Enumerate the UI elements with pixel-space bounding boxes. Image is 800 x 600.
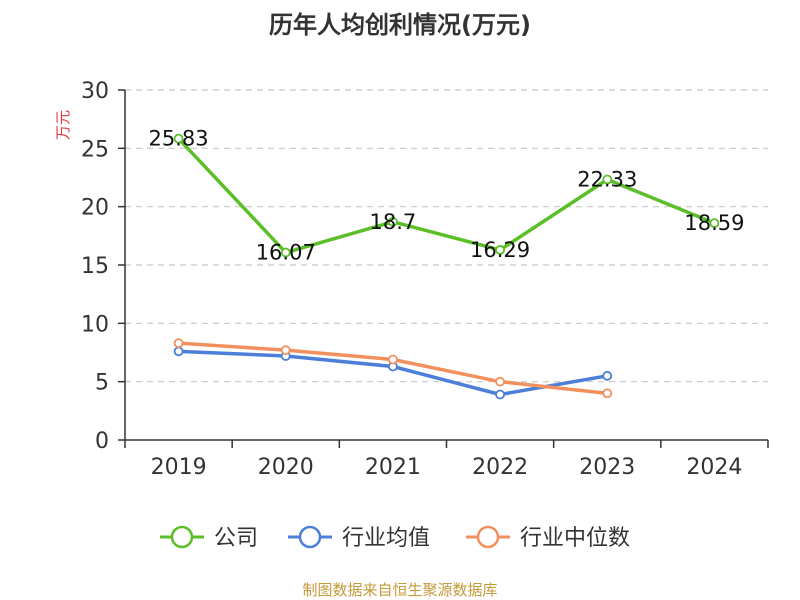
x-tick-label-2021: 2021 — [365, 455, 421, 480]
legend-swatch-marker — [298, 525, 322, 549]
y-tick-label: 0 — [95, 429, 109, 454]
legend-item-3[interactable]: 行业中位数 — [466, 525, 630, 551]
data-point[interactable] — [173, 338, 184, 349]
data-point[interactable] — [602, 174, 613, 185]
x-tick-label-2024: 2024 — [686, 455, 742, 480]
legend[interactable]: 公司 行业均值 行业中位数 — [160, 525, 630, 551]
legend-label: 行业中位数 — [520, 526, 630, 551]
data-point[interactable] — [495, 245, 505, 255]
series-3 — [173, 338, 613, 399]
data-point[interactable] — [388, 216, 398, 227]
legend-swatch-marker — [476, 525, 500, 549]
data-point[interactable] — [388, 354, 398, 365]
y-tick-label: 20 — [81, 196, 109, 221]
x-tick-label-2019: 2019 — [151, 455, 207, 480]
data-label: 16.29 — [470, 238, 530, 262]
x-tick-label-2022: 2022 — [472, 455, 528, 480]
legend-label: 行业均值 — [342, 526, 430, 551]
legend-item-1[interactable]: 公司 — [160, 525, 258, 551]
series-line-1 — [177, 137, 716, 255]
data-point[interactable] — [280, 345, 291, 356]
series-layer — [173, 133, 720, 400]
data-label: 18.59 — [684, 211, 744, 235]
legend-label: 公司 — [214, 526, 258, 551]
y-tick-label: 15 — [81, 254, 109, 279]
data-label: 16.07 — [256, 241, 316, 265]
data-labels: 25.83 16.07 18.7 16.29 22.33 18.59 — [149, 127, 745, 265]
data-label: 18.7 — [370, 210, 417, 234]
axes: 0 5 10 15 20 25 30 2019 2020 2021 2022 2023 2024 — [81, 79, 769, 480]
data-point[interactable] — [280, 247, 291, 258]
data-point[interactable] — [495, 389, 505, 400]
data-point[interactable] — [495, 376, 505, 387]
data-point[interactable] — [173, 133, 184, 144]
data-point[interactable] — [602, 388, 613, 399]
series-1 — [173, 133, 720, 258]
data-point[interactable] — [709, 218, 720, 229]
data-point[interactable] — [173, 346, 184, 357]
data-point[interactable] — [602, 370, 613, 381]
source-note: 制图数据来自恒生聚源数据库 — [302, 581, 497, 599]
data-label: 25.83 — [149, 127, 209, 151]
x-tick-label-2020: 2020 — [258, 455, 314, 480]
y-tick-label: 5 — [95, 371, 109, 396]
chart-title: 历年人均创利情况(万元) — [269, 11, 531, 39]
y-tick-label: 25 — [81, 137, 109, 162]
legend-item-2[interactable]: 行业均值 — [288, 525, 430, 551]
data-label: 22.33 — [577, 167, 637, 191]
y-tick-label: 10 — [81, 312, 109, 337]
legend-swatch-marker — [170, 525, 194, 549]
y-axis-label: 万元 — [54, 110, 72, 140]
y-tick-label: 30 — [81, 79, 109, 104]
x-tick-label-2023: 2023 — [579, 455, 635, 480]
